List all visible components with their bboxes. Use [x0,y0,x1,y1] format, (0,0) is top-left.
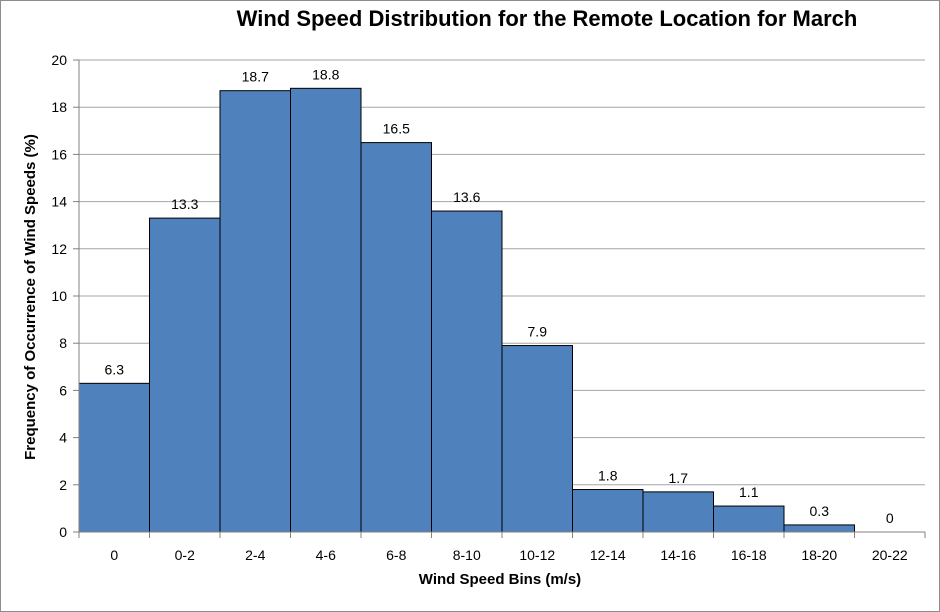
y-tick-label: 2 [59,477,67,493]
axes-layer [73,59,926,538]
y-tick-label: 16 [51,146,67,162]
data-label: 1.1 [739,484,759,500]
y-tick-label: 12 [51,241,67,257]
bar [78,382,150,533]
bar [713,505,785,533]
y-tick-label: 6 [59,382,67,398]
y-tick-label: 20 [51,52,67,68]
y-axis-title: Frequency of Occurrence of Wind Speeds (… [22,134,39,460]
bar [149,217,221,533]
x-tick-label: 18-20 [801,547,837,563]
data-label: 1.7 [669,470,689,486]
chart-title: Wind Speed Distribution for the Remote L… [236,6,858,31]
data-label: 13.3 [171,196,198,212]
data-label: 7.9 [528,324,548,340]
bar [642,491,714,533]
y-tick-label: 14 [51,194,67,210]
data-label: 18.8 [312,66,339,82]
x-tick-label: 2-4 [245,547,265,563]
bar [219,90,291,533]
bar [431,210,503,533]
y-tick-label: 10 [51,288,67,304]
data-label: 1.8 [598,468,618,484]
x-tick-label: 8-10 [453,547,481,563]
x-tick-label: 14-16 [660,547,696,563]
labels-layer: 0 2 4 6 8 10 12 14 16 18 20 6.3 0 13.3 0-2 18.7 2-4 18.8 4… [51,52,907,563]
x-tick-label: 0-2 [175,547,195,563]
data-label: 18.7 [242,69,269,85]
x-tick-label: 16-18 [731,547,767,563]
y-tick-label: 4 [59,430,67,446]
bar [360,142,432,533]
bars-layer [78,87,855,533]
x-axis-title: Wind Speed Bins (m/s) [419,571,581,588]
y-tick-label: 18 [51,99,67,115]
data-label: 0 [886,510,894,526]
data-label: 0.3 [810,503,830,519]
bar [572,489,644,533]
x-tick-label: 10-12 [519,547,555,563]
bar [290,87,362,533]
data-label: 13.6 [453,189,480,205]
bar [501,345,573,533]
data-label: 6.3 [105,361,125,377]
y-tick-label: 8 [59,335,67,351]
data-label: 16.5 [383,121,410,137]
x-tick-label: 6-8 [386,547,406,563]
x-tick-label: 4-6 [316,547,336,563]
x-tick-label: 0 [110,547,118,563]
x-tick-label: 12-14 [590,547,626,563]
bar [783,524,855,533]
x-tick-label: 20-22 [872,547,908,563]
y-tick-label: 0 [59,524,67,540]
